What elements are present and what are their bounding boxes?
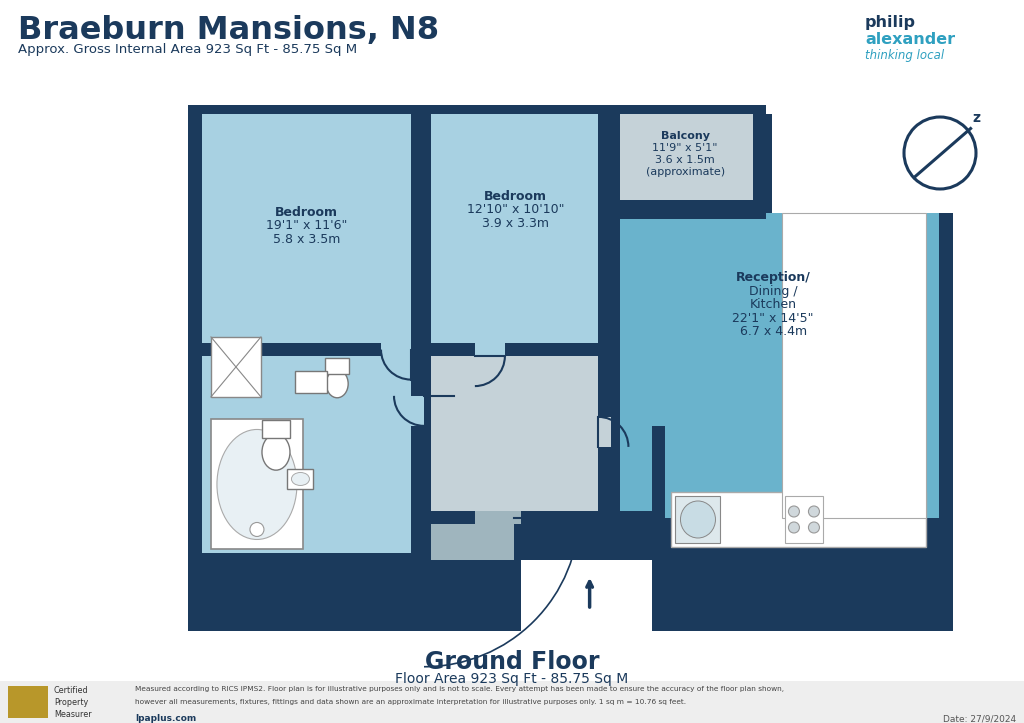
Text: 12'10" x 10'10": 12'10" x 10'10": [467, 203, 564, 216]
Text: Approx. Gross Internal Area 923 Sq Ft - 85.75 Sq M: Approx. Gross Internal Area 923 Sq Ft - …: [18, 43, 357, 56]
Ellipse shape: [327, 369, 348, 398]
Text: 6.7 x 4.4m: 6.7 x 4.4m: [739, 325, 807, 338]
Bar: [202, 350, 418, 560]
Text: 11'9" x 5'1": 11'9" x 5'1": [652, 143, 718, 153]
Text: lpaplus.com: lpaplus.com: [135, 714, 197, 723]
Text: however all measurements, fixtures, fittings and data shown are an approximate i: however all measurements, fixtures, fitt…: [135, 699, 686, 705]
Text: 5.8 x 3.5m: 5.8 x 3.5m: [272, 233, 340, 246]
Bar: [8, 686, 48, 718]
Circle shape: [788, 506, 800, 517]
Text: alexander: alexander: [865, 32, 955, 47]
Bar: [326, 358, 349, 374]
Bar: [621, 511, 658, 524]
Circle shape: [808, 522, 819, 533]
Circle shape: [808, 506, 819, 517]
Ellipse shape: [250, 523, 264, 536]
Circle shape: [788, 522, 800, 533]
Bar: [295, 371, 327, 393]
Bar: [621, 114, 753, 200]
Bar: [782, 213, 927, 518]
Bar: [759, 114, 772, 213]
Text: Measured according to RICS IPMS2. Floor plan is for illustrative purposes only a: Measured according to RICS IPMS2. Floor …: [135, 686, 784, 692]
Bar: [381, 343, 411, 356]
Bar: [211, 419, 303, 549]
Bar: [621, 206, 766, 219]
Text: Braeburn Mansions, N8: Braeburn Mansions, N8: [18, 15, 439, 46]
Text: (approximate): (approximate): [646, 167, 725, 177]
Bar: [652, 426, 665, 631]
Ellipse shape: [217, 429, 297, 539]
Bar: [598, 417, 611, 447]
Bar: [288, 469, 313, 489]
Text: Balcony: Balcony: [660, 131, 710, 141]
Text: 22'1" x 14'5": 22'1" x 14'5": [732, 312, 814, 325]
Bar: [0, 681, 1024, 723]
Bar: [211, 337, 261, 397]
Text: Floor Area 923 Sq Ft - 85.75 Sq M: Floor Area 923 Sq Ft - 85.75 Sq M: [395, 672, 629, 686]
Bar: [676, 496, 721, 543]
Bar: [475, 511, 521, 524]
Ellipse shape: [292, 472, 309, 485]
Bar: [202, 114, 418, 350]
Text: philip: philip: [865, 15, 916, 30]
Bar: [262, 420, 290, 438]
Bar: [475, 343, 505, 356]
Text: 3.6 x 1.5m: 3.6 x 1.5m: [655, 155, 715, 165]
Text: Ground Floor: Ground Floor: [425, 650, 599, 674]
Text: Certified
Property
Measurer: Certified Property Measurer: [54, 686, 91, 719]
Text: z: z: [973, 111, 980, 125]
Text: Bedroom: Bedroom: [484, 190, 547, 203]
Text: Bedroom: Bedroom: [275, 206, 338, 219]
Text: Date: 27/9/2024: Date: 27/9/2024: [943, 714, 1016, 723]
Bar: [411, 114, 424, 560]
Text: 3.9 x 3.3m: 3.9 x 3.3m: [482, 217, 549, 230]
Bar: [202, 554, 418, 567]
Bar: [418, 511, 605, 524]
Polygon shape: [188, 105, 953, 631]
Bar: [431, 350, 605, 518]
Bar: [598, 114, 611, 518]
Bar: [202, 343, 605, 356]
Text: Reception/: Reception/: [736, 271, 811, 284]
Bar: [431, 114, 605, 350]
Bar: [672, 492, 927, 547]
Ellipse shape: [262, 434, 290, 470]
Bar: [785, 496, 823, 543]
Text: thinking local: thinking local: [865, 49, 944, 62]
Text: Dining /: Dining /: [749, 285, 798, 298]
Bar: [431, 518, 521, 560]
Text: Kitchen: Kitchen: [750, 298, 797, 311]
Bar: [411, 396, 424, 426]
Ellipse shape: [681, 501, 716, 538]
Bar: [621, 213, 939, 518]
Text: 19'1" x 11'6": 19'1" x 11'6": [266, 219, 347, 232]
Bar: [514, 518, 527, 560]
